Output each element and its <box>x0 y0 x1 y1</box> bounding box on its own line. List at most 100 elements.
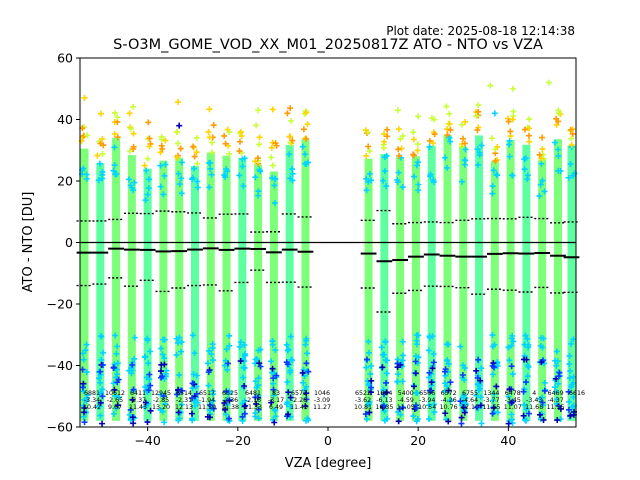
scatter-point <box>490 404 497 411</box>
scatter-point <box>110 410 117 417</box>
scatter-point <box>475 102 482 109</box>
scatter-point <box>270 375 277 382</box>
scatter-point <box>239 413 246 420</box>
scatter-point <box>366 400 373 407</box>
scatter-point <box>538 155 545 162</box>
scatter-point <box>523 406 530 413</box>
scatter-point <box>475 108 482 115</box>
scatter-point <box>283 341 290 348</box>
scatter-point <box>570 336 577 343</box>
scatter-point <box>270 380 277 387</box>
scatter-point <box>460 362 467 369</box>
scatter-point <box>226 397 233 404</box>
scatter-point <box>524 176 531 183</box>
scatter-point <box>506 153 513 160</box>
scatter-point <box>82 347 89 354</box>
scatter-point <box>145 360 152 367</box>
scatter-point <box>384 133 391 140</box>
scatter-point <box>363 416 370 423</box>
scatter-column <box>159 160 168 421</box>
scatter-point <box>189 415 196 422</box>
bin-mean-label: -3.34 <box>84 397 100 404</box>
scatter-point <box>458 414 465 421</box>
scatter-point <box>175 386 182 393</box>
scatter-point <box>447 398 454 405</box>
bin-count-label: 6522 <box>355 390 371 397</box>
scatter-point <box>284 110 291 117</box>
scatter-point <box>541 379 548 386</box>
scatter-point <box>394 364 401 371</box>
scatter-point <box>461 140 468 147</box>
scatter-point <box>240 183 247 189</box>
scatter-point <box>362 127 369 134</box>
bin-sd-label: 9.67 <box>108 404 122 411</box>
scatter-point <box>397 135 404 142</box>
bin-sd-label: 11.05 <box>397 404 415 411</box>
scatter-point <box>175 170 182 177</box>
scatter-point <box>174 391 181 398</box>
scatter-point <box>238 132 245 139</box>
scatter-point <box>96 403 103 410</box>
scatter-column <box>427 145 436 421</box>
y-tick-label: 0 <box>65 235 73 250</box>
scatter-point <box>425 402 432 409</box>
bin-sd-label: 11.33 <box>244 404 262 411</box>
scatter-point <box>475 356 482 363</box>
scatter-point <box>79 350 86 357</box>
scatter-point <box>460 404 467 411</box>
scatter-point <box>415 332 422 339</box>
scatter-point <box>367 371 374 378</box>
bin-count-label: 6881 <box>84 390 100 397</box>
bin-count-label: 6572 <box>291 390 307 397</box>
scatter-point <box>508 363 515 370</box>
scatter-point <box>111 130 118 137</box>
scatter-point <box>206 347 213 354</box>
scatter-point <box>252 158 259 165</box>
scatter-point <box>366 170 373 177</box>
scatter-point <box>241 410 248 417</box>
scatter-point <box>568 142 575 148</box>
scatter-point <box>368 377 375 384</box>
scatter-point <box>193 372 200 379</box>
scatter-point <box>209 397 216 404</box>
bin-mean-label: -4.64 <box>462 397 478 404</box>
scatter-point <box>555 380 562 387</box>
scatter-point <box>430 176 437 183</box>
scatter-point <box>365 143 372 150</box>
scatter-point <box>283 359 290 366</box>
scatter-point <box>506 357 513 364</box>
scatter-point <box>194 399 201 406</box>
scatter-point <box>570 172 577 179</box>
scatter-point <box>190 371 197 378</box>
bin-sd-label: 12.10 <box>461 404 479 411</box>
scatter-point <box>157 149 164 156</box>
scatter-point <box>489 135 496 142</box>
scatter-column <box>522 144 531 421</box>
scatter-point <box>430 359 437 366</box>
scatter-point <box>383 370 390 377</box>
scatter-point <box>126 110 133 117</box>
scatter-point <box>113 171 120 178</box>
scatter-point <box>525 410 532 417</box>
scatter-point <box>175 339 182 346</box>
scatter-point <box>144 155 151 162</box>
scatter-point <box>461 409 468 416</box>
scatter-column <box>411 156 420 421</box>
scatter-point <box>426 137 433 144</box>
scatter-point <box>226 342 233 349</box>
scatter-point <box>159 351 166 358</box>
scatter-point <box>112 332 119 339</box>
bin-mean-label: -3.45 <box>505 397 521 404</box>
scatter-point <box>226 415 233 422</box>
scatter-point <box>206 414 213 421</box>
scatter-point <box>568 135 575 142</box>
bin-sd-label: 10.54 <box>418 404 436 411</box>
scatter-points <box>78 79 578 427</box>
scatter-point <box>379 351 386 358</box>
scatter-point <box>268 154 275 161</box>
scatter-point <box>162 137 169 144</box>
scatter-point <box>505 344 512 351</box>
scatter-point <box>300 366 307 373</box>
scatter-point <box>384 415 391 422</box>
scatter-point <box>271 182 278 189</box>
